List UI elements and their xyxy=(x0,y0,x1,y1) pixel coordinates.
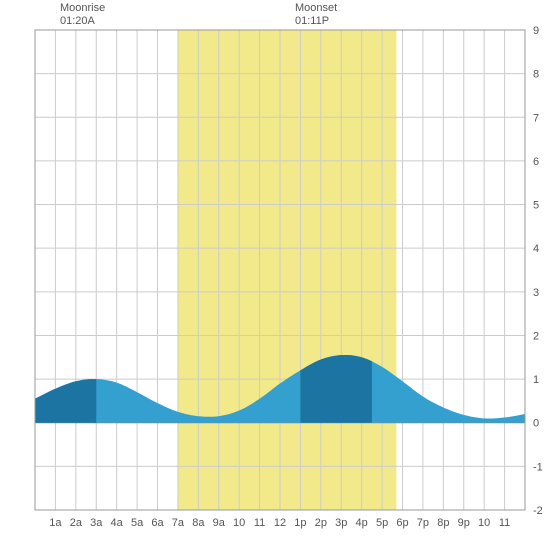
tide-chart-container: Moonrise 01:20A Moonset 01:11P -2-101234… xyxy=(0,0,550,550)
x-tick-label: 12 xyxy=(274,517,286,529)
y-tick-label: 9 xyxy=(533,25,539,37)
x-tick-label: 11 xyxy=(254,517,265,529)
x-tick-label: 6p xyxy=(396,517,408,529)
y-tick-label: -2 xyxy=(533,505,543,517)
moonrise-label: Moonrise xyxy=(60,2,105,15)
moonset-label: Moonset xyxy=(295,2,337,15)
x-tick-label: 10 xyxy=(478,517,490,529)
x-tick-label: 1p xyxy=(294,517,306,529)
x-tick-label: 3a xyxy=(90,517,103,529)
moonset-box: Moonset 01:11P xyxy=(295,2,337,28)
x-tick-label: 2a xyxy=(70,517,83,529)
moonset-time: 01:11P xyxy=(295,15,337,28)
x-tick-label: 9p xyxy=(458,517,470,529)
y-tick-label: 0 xyxy=(533,418,539,430)
x-tick-label: 3p xyxy=(335,517,347,529)
y-tick-label: 7 xyxy=(533,112,539,124)
x-tick-label: 2p xyxy=(315,517,327,529)
moonrise-time: 01:20A xyxy=(60,15,105,28)
y-tick-label: 3 xyxy=(533,287,539,299)
x-tick-label: 1a xyxy=(49,517,62,529)
x-tick-label: 9a xyxy=(213,517,226,529)
x-tick-label: 11 xyxy=(499,517,510,529)
x-tick-label: 6a xyxy=(151,517,164,529)
tide-area-dark xyxy=(35,379,96,423)
moonrise-box: Moonrise 01:20A xyxy=(60,2,105,28)
x-tick-label: 7p xyxy=(417,517,429,529)
x-tick-label: 10 xyxy=(233,517,245,529)
chart-svg: -2-101234567891a2a3a4a5a6a7a8a9a1011121p… xyxy=(0,0,550,550)
y-tick-label: 4 xyxy=(533,243,539,255)
y-tick-label: 6 xyxy=(533,156,539,168)
x-tick-label: 5a xyxy=(131,517,144,529)
x-tick-label: 4p xyxy=(356,517,368,529)
y-tick-label: 1 xyxy=(533,374,539,386)
y-tick-label: -1 xyxy=(533,461,543,473)
x-tick-label: 5p xyxy=(376,517,388,529)
daylight-band xyxy=(178,30,396,510)
y-tick-label: 2 xyxy=(533,330,539,342)
x-tick-label: 7a xyxy=(172,517,185,529)
x-tick-label: 4a xyxy=(111,517,124,529)
x-tick-label: 8a xyxy=(192,517,205,529)
y-tick-label: 5 xyxy=(533,200,539,212)
tide-area-dark xyxy=(300,355,372,423)
x-tick-label: 8p xyxy=(437,517,449,529)
y-tick-label: 8 xyxy=(533,69,539,81)
